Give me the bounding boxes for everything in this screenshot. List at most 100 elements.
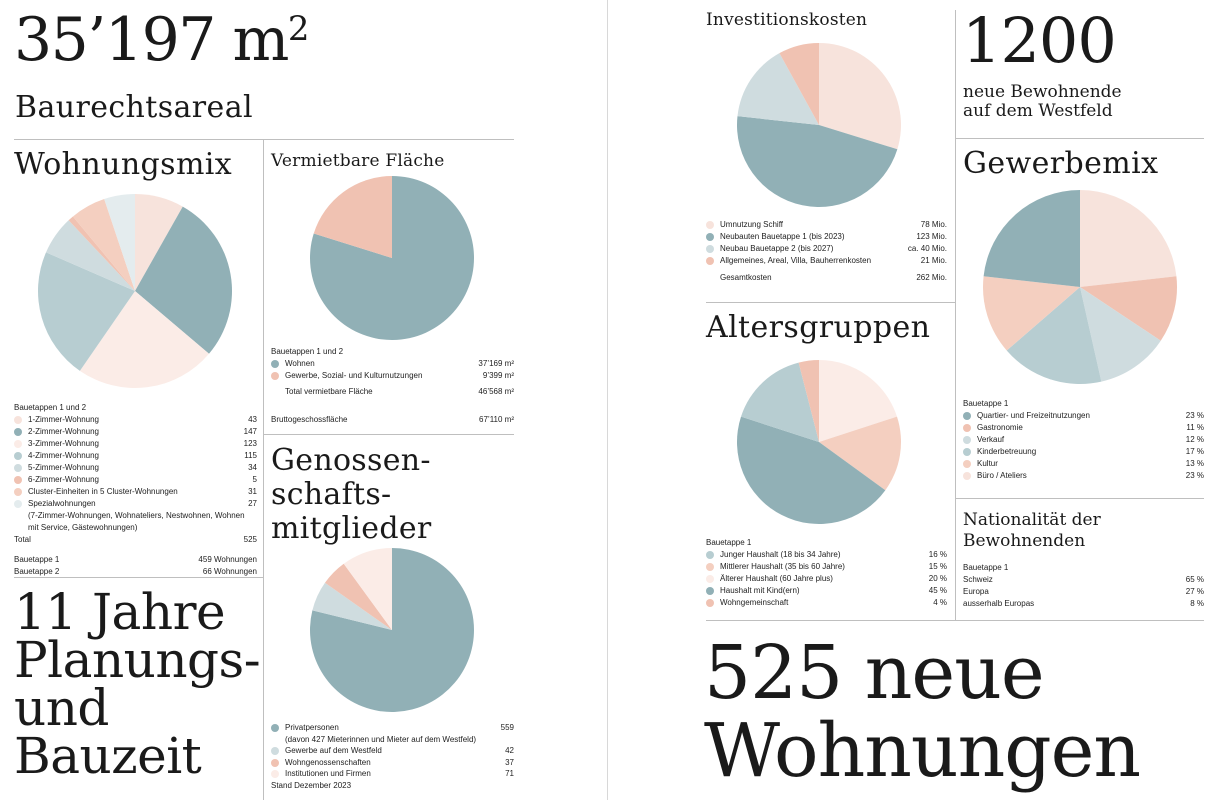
legend-label: Bruttogeschossfläche [271,415,348,424]
legend-label: 6-Zimmer-Wohnung [28,475,99,484]
legend-value: 147 [243,427,257,436]
legend-value: 12 % [1185,435,1204,444]
legend-value: 123 Mio. [916,232,947,241]
legend-value: 46’568 m² [478,387,514,396]
area-unit-sup: 2 [287,9,310,49]
wohnungsmix-subtitle: Bauetappen 1 und 2 [14,403,87,412]
nationalitaet-legend: Bauetappe 1 Schweiz 65 % Europa 27 % ausse… [963,562,1204,610]
legend-value: 66 Wohnungen [202,567,257,576]
flaeche-legend: Bauetappen 1 und 2 Wohnen 37’169 m² Gewer… [271,346,514,426]
legend-row: Cluster-Einheiten in 5 Cluster-Wohnungen… [14,486,257,498]
legend-swatch [271,747,279,755]
jahre-line: und [14,679,109,737]
legend-label: Quartier- und Freizeitnutzungen [977,411,1090,420]
legend-row: Bruttogeschossfläche 67’110 m² [271,414,514,426]
legend-label: Neubauten Bauetappe 1 (bis 2023) [720,232,845,241]
alter-subtitle: Bauetappe 1 [706,538,752,547]
legend-value: 34 [248,463,257,472]
pie-slice [737,53,819,125]
legend-value: 11 % [1186,423,1204,432]
pie-slice [983,276,1080,351]
legend-swatch [271,360,279,368]
divider [955,138,1204,139]
legend-swatch [706,587,714,595]
legend-value: 115 [244,451,257,460]
legend-row: Bauetappe 2 66 Wohnungen [14,566,257,578]
legend-label: Total [14,535,31,544]
legend-label: Privatpersonen [285,723,339,732]
legend-swatch [963,412,971,420]
legend-value: 67’110 m² [479,415,514,424]
legend-row: Privatpersonen 559 [271,722,514,734]
alter-legend: Bauetappe 1 Junger Haushalt (18 bis 34 J… [706,537,947,609]
legend-value: 45 % [928,586,947,595]
pie-slice [68,216,135,291]
legend-value: 78 Mio. [920,220,947,229]
legend-label: Wohngenossenschaften [285,757,371,767]
pie-slice [737,416,886,524]
legend-label: Älterer Haushalt (60 Jahre plus) [720,574,833,583]
legend-label: Haushalt mit Kind(ern) [720,586,800,595]
legend-value: 16 % [928,550,947,559]
legend-swatch [14,416,22,424]
legend-label: 1-Zimmer-Wohnung [28,415,99,424]
legend-swatch [963,460,971,468]
flaeche-title: Vermietbare Fläche [271,151,445,171]
pie-slice [819,416,901,491]
legend-row: Wohngenossenschaften 37 [271,757,514,769]
legend-swatch [706,245,714,253]
legend-label: Mittlerer Haushalt (35 bis 60 Jahre) [720,562,845,571]
legend-swatch [14,440,22,448]
legend-value: 27 % [1185,587,1204,596]
legend-row: ausserhalb Europas 8 % [963,598,1204,610]
bewohnende-label: neue Bewohnende auf dem Westfeld [963,83,1122,121]
genossen-pie [310,548,474,712]
legend-swatch [271,372,279,380]
gewerbemix-legend: Bauetappe 1 Quartier- und Freizeitnutzun… [963,398,1204,482]
legend-row: Neubau Bauetappe 2 (bis 2027) ca. 40 Mio. [706,243,947,255]
divider [955,10,956,620]
flaeche-pie [310,176,474,340]
legend-value: 559 [500,723,514,732]
legend-value: 37 [505,757,514,767]
legend-total-row: Gesamtkosten 262 Mio. [706,272,947,284]
legend-total-row: Total vermietbare Fläche 46’568 m² [271,386,514,398]
pie-slice [983,190,1080,287]
wohnungsmix-legend: Bauetappen 1 und 2 1-Zimmer-Wohnung 43 2-… [14,402,257,578]
divider [706,302,955,303]
legend-label: Spezialwohnungen [28,499,96,508]
legend-row: 2-Zimmer-Wohnung 147 [14,426,257,438]
legend-row: 5-Zimmer-Wohnung 34 [14,462,257,474]
legend-value: 37’169 m² [478,359,514,368]
genossen-title: Genossen- schafts- mitglieder [271,444,432,546]
legend-swatch [271,770,279,778]
legend-swatch [706,575,714,583]
pie-slice [135,206,232,354]
pie-slice [798,360,819,442]
pie-slice [343,548,392,630]
legend-row: Älterer Haushalt (60 Jahre plus) 20 % [706,573,947,585]
jahre-line: Bauzeit [14,727,202,785]
divider [263,434,514,435]
legend-label: Cluster-Einheiten in 5 Cluster-Wohnungen [28,487,178,496]
legend-row: Allgemeines, Areal, Villa, Bauherrenkost… [706,255,947,267]
pie-slice [104,194,135,291]
legend-row: Wohnen 37’169 m² [271,358,514,370]
legend-label: Bauetappe 2 [14,567,60,576]
pie-slice [79,291,209,388]
legend-value: 8 % [1190,599,1204,608]
legend-value: 23 % [1185,471,1204,480]
pie-slice [1080,190,1177,287]
legend-swatch [271,758,279,767]
legend-value: 123 [243,439,257,448]
pie-slice [741,362,819,442]
pie-slice [313,176,392,258]
legend-label: Neubau Bauetappe 2 (bis 2027) [720,244,834,253]
legend-value: 42 [505,746,514,755]
legend-value: 9’399 m² [482,371,514,380]
pie-slice [779,43,819,125]
legend-row: Haushalt mit Kind(ern) 45 % [706,585,947,597]
legend-detail: (davon 427 Mieterinnen und Mieter auf de… [285,734,477,744]
divider [955,498,1204,499]
legend-value: 525 [243,535,257,544]
